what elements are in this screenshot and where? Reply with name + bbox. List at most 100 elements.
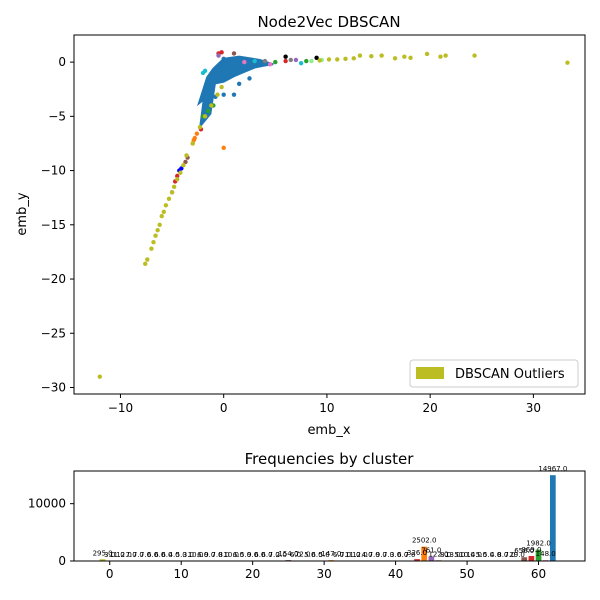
bar-value-label: 5.0: [483, 551, 494, 559]
scatter-point: [283, 54, 288, 59]
outlier-point: [317, 58, 322, 63]
bar-value-label: 8.0: [497, 551, 508, 559]
bar-value-label: 2.0: [276, 551, 287, 559]
bar-value-label: 9.0: [376, 551, 387, 559]
scatter-point: [262, 62, 268, 67]
scatter-point: [216, 70, 221, 76]
bar-value-label: 6.0: [197, 551, 208, 559]
outlier-point: [159, 213, 164, 219]
scatter-point: [194, 131, 200, 136]
outlier-point: [97, 374, 103, 379]
scatter-x-tick-label: 0: [220, 401, 228, 415]
bar-value-label: 72.0: [295, 551, 311, 559]
legend-frame: [409, 359, 579, 388]
bar-value-label: 3.0: [390, 551, 401, 559]
outlier-point: [402, 54, 407, 59]
scatter-title: Node2Vec DBSCAN: [257, 13, 400, 31]
bar-value-label: 10.0: [188, 551, 204, 559]
scatter-axes-frame: [73, 34, 586, 395]
outlier-point: [335, 57, 340, 62]
scatter-point: [252, 58, 257, 64]
bar-value-label: 13.0: [445, 551, 461, 559]
scatter-point: [247, 76, 252, 81]
outlier-point: [166, 196, 172, 201]
bar-value-label: 6.0: [290, 551, 301, 559]
bar-value-label: 5.0: [476, 551, 487, 559]
bar-value-label: 7.0: [269, 551, 280, 559]
legend-label: DBSCAN Outliers: [455, 367, 565, 382]
outlier-point: [472, 53, 477, 58]
bar-value-label: 6.0: [147, 551, 158, 559]
legend-swatch: [416, 367, 444, 379]
scatter-point: [221, 92, 226, 97]
outlier-point: [219, 84, 224, 90]
bar-value-label: 6.0: [233, 551, 244, 559]
outlier-point: [181, 162, 186, 168]
bar-value-label: 29.0: [509, 551, 525, 559]
bar-chart: Frequencies by cluster 0 10 20 30 40 50 60 0 100…: [28, 450, 586, 581]
bar-value-label: 1982.0: [526, 540, 551, 548]
bar-value-label: 4.0: [490, 551, 501, 559]
bar-value-label: 10.0: [459, 551, 475, 559]
scatter-point: [288, 57, 293, 63]
outlier-point: [155, 228, 160, 233]
scatter-point: [206, 97, 211, 103]
scatter-point: [226, 59, 232, 65]
scatter-x-tick-label: 30: [526, 401, 541, 415]
outlier-point: [153, 233, 158, 238]
bar-value-label: 14967.0: [538, 465, 567, 473]
bar-value-label: 7.0: [140, 551, 151, 559]
bar: [521, 557, 528, 561]
scatter-y-tick-label: −25: [41, 326, 66, 340]
outlier-point: [145, 257, 150, 262]
bar-y-tick-label: 10000: [28, 497, 66, 511]
bar-value-label: 7.0: [404, 551, 415, 559]
outlier-point: [369, 53, 374, 59]
bar-value-label: 6.0: [397, 551, 408, 559]
scatter-point: [231, 51, 237, 56]
bar-value-label: 3.0: [183, 551, 194, 559]
bar-value-label: 8.0: [440, 551, 451, 559]
bar-x-tick-label: 10: [174, 567, 189, 581]
scatter-points: [97, 50, 570, 379]
outlier-point: [379, 53, 384, 58]
outlier-point: [392, 56, 398, 61]
bar-value-label: 5.0: [304, 551, 315, 559]
bar: [421, 546, 428, 561]
scatter-y-tick-label: −10: [41, 164, 66, 178]
outlier-point: [326, 57, 332, 62]
bar-value-label: 6.0: [333, 551, 344, 559]
scatter-point: [221, 76, 226, 81]
bar-value-label: 122.0: [428, 550, 448, 558]
outlier-point: [209, 103, 214, 108]
scatter-point: [267, 62, 273, 67]
scatter-point: [221, 145, 226, 150]
bar-value-label: 656.0: [514, 547, 534, 555]
outlier-point: [184, 153, 189, 158]
outlier-point: [175, 177, 180, 182]
bar-value-label: 147.0: [321, 550, 341, 558]
scatter-x-axis-label: emb_x: [307, 423, 350, 438]
scatter-point: [273, 59, 278, 65]
bar-value-label: 5.0: [319, 551, 330, 559]
scatter-point: [219, 50, 224, 55]
bar-x-tick-label: 60: [531, 567, 546, 581]
bar-value-label: 7.0: [133, 551, 144, 559]
bar-value-label: 12.0: [116, 551, 132, 559]
bar-value-label: 6.0: [311, 551, 322, 559]
bar: [528, 556, 535, 561]
scatter-x-tick-label: 20: [423, 401, 438, 415]
bar-value-label: 4.0: [361, 551, 372, 559]
bar-axis-ticks: 0 10 20 30 40 50 60 0 10000: [28, 497, 546, 581]
scatter-point: [200, 70, 206, 76]
bar-value-label: 7.0: [211, 551, 222, 559]
bar-title: Frequencies by cluster: [245, 450, 415, 468]
bar-value-label: 14.0: [466, 551, 482, 559]
scatter-point: [206, 108, 211, 114]
outlier-point: [151, 239, 156, 245]
outlier-point: [424, 51, 430, 57]
bar-value-label: 7.0: [369, 551, 380, 559]
scatter-x-tick-label: −10: [108, 401, 133, 415]
outlier-point: [408, 55, 413, 60]
